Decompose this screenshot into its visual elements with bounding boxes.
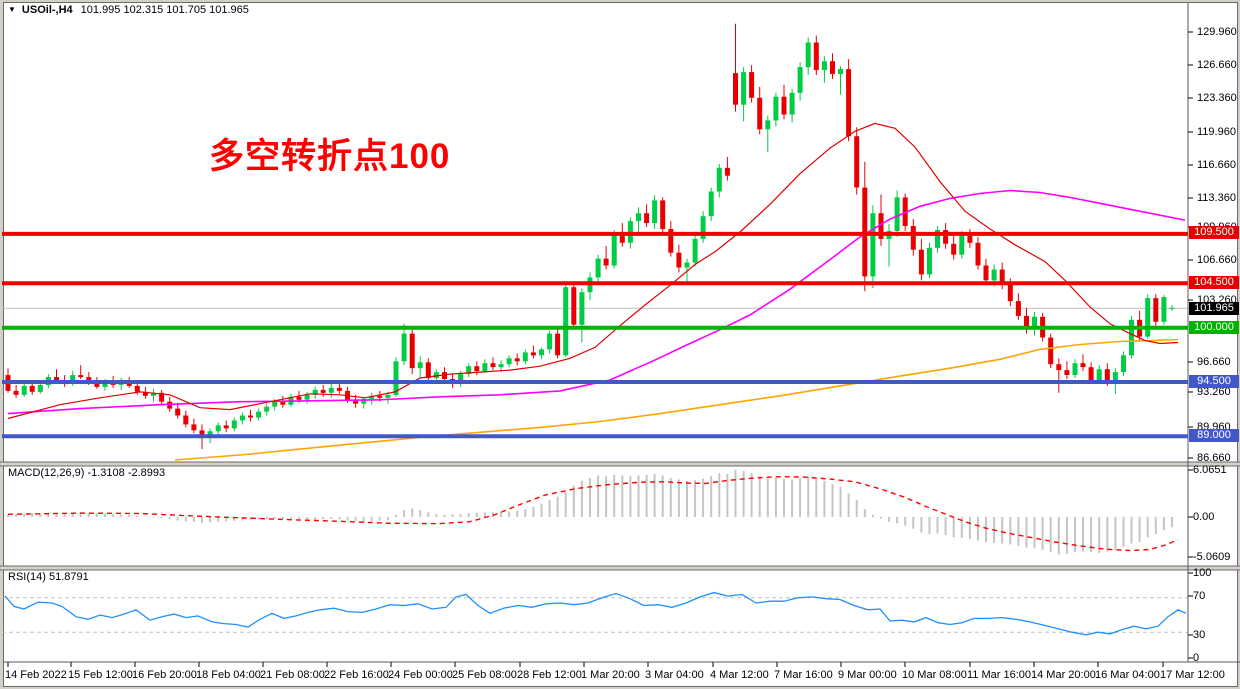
price-badge-104.500: 104.500 <box>1189 276 1239 289</box>
time-axis-label: 18 Feb 04:00 <box>196 669 261 681</box>
time-axis-label: 17 Mar 12:00 <box>1160 669 1225 681</box>
time-axis-label: 16 Feb 20:00 <box>132 669 197 681</box>
price-badge-101.965: 101.965 <box>1189 302 1239 315</box>
price-badge-109.500: 109.500 <box>1189 226 1239 239</box>
time-axis-label: 15 Feb 12:00 <box>68 669 133 681</box>
price-tick-label: 86.660 <box>1197 452 1231 464</box>
time-axis-label: 28 Feb 12:00 <box>517 669 582 681</box>
price-tick-label: 129.960 <box>1197 26 1237 38</box>
time-axis-label: 21 Feb 08:00 <box>260 669 325 681</box>
time-axis-label: 14 Mar 20:00 <box>1031 669 1096 681</box>
price-badge-100.000: 100.000 <box>1189 321 1239 334</box>
time-axis-label: 22 Feb 16:00 <box>324 669 389 681</box>
symbol-period-label: USOil-,H4 <box>21 4 73 16</box>
price-tick-label: 119.960 <box>1197 126 1236 138</box>
time-axis-label: 11 Mar 16:00 <box>967 669 1032 681</box>
time-axis-label: 10 Mar 08:00 <box>902 669 967 681</box>
annotation-text[interactable]: 多空转折点100 <box>209 137 451 176</box>
chart-title: ▼ USOil-,H4 101.995 102.315 101.705 101.96… <box>8 4 249 16</box>
price-tick-label: 116.660 <box>1197 159 1236 171</box>
macd-tick-label: 0.00 <box>1193 511 1215 523</box>
rsi-tick-label: 100 <box>1193 567 1212 579</box>
macd-label: MACD(12,26,9) -1.3108 -2.8993 <box>8 467 166 479</box>
chart-background <box>3 2 1238 687</box>
rsi-tick-label: 70 <box>1193 590 1206 602</box>
time-axis-label: 3 Mar 04:00 <box>645 669 704 681</box>
rsi-tick-label: 0 <box>1193 652 1200 664</box>
price-badge-94.500: 94.500 <box>1189 375 1239 388</box>
time-axis-label: 16 Mar 04:00 <box>1095 669 1160 681</box>
price-tick-label: 113.360 <box>1197 192 1236 204</box>
macd-tick-label: -5.0609 <box>1193 551 1231 563</box>
time-axis-label: 25 Feb 08:00 <box>452 669 517 681</box>
price-tick-label: 96.660 <box>1197 356 1231 368</box>
ohlc-values: 101.995 102.315 101.705 101.965 <box>80 4 249 16</box>
time-axis-label: 9 Mar 00:00 <box>838 669 897 681</box>
price-tick-label: 123.360 <box>1197 92 1237 104</box>
macd-tick-label: 6.0651 <box>1193 464 1227 476</box>
time-axis-label: 1 Mar 20:00 <box>581 669 640 681</box>
price-tick-label: 103.260 <box>1197 294 1237 306</box>
price-tick-label: 93.260 <box>1197 386 1231 398</box>
triangle-down-icon[interactable]: ▼ <box>8 5 16 14</box>
price-tick-label: 106.660 <box>1197 254 1237 266</box>
price-tick-label: 126.660 <box>1197 59 1237 71</box>
time-axis-label: 24 Feb 00:00 <box>388 669 453 681</box>
time-axis-label: 7 Mar 16:00 <box>774 669 833 681</box>
price-tick-label: 89.960 <box>1197 421 1231 433</box>
time-axis-label: 4 Mar 12:00 <box>710 669 769 681</box>
rsi-tick-label: 30 <box>1193 629 1206 641</box>
time-axis-label: 14 Feb 2022 <box>5 669 67 681</box>
price-badge-89.000: 89.000 <box>1189 429 1239 442</box>
rsi-label: RSI(14) 51.8791 <box>8 571 89 583</box>
